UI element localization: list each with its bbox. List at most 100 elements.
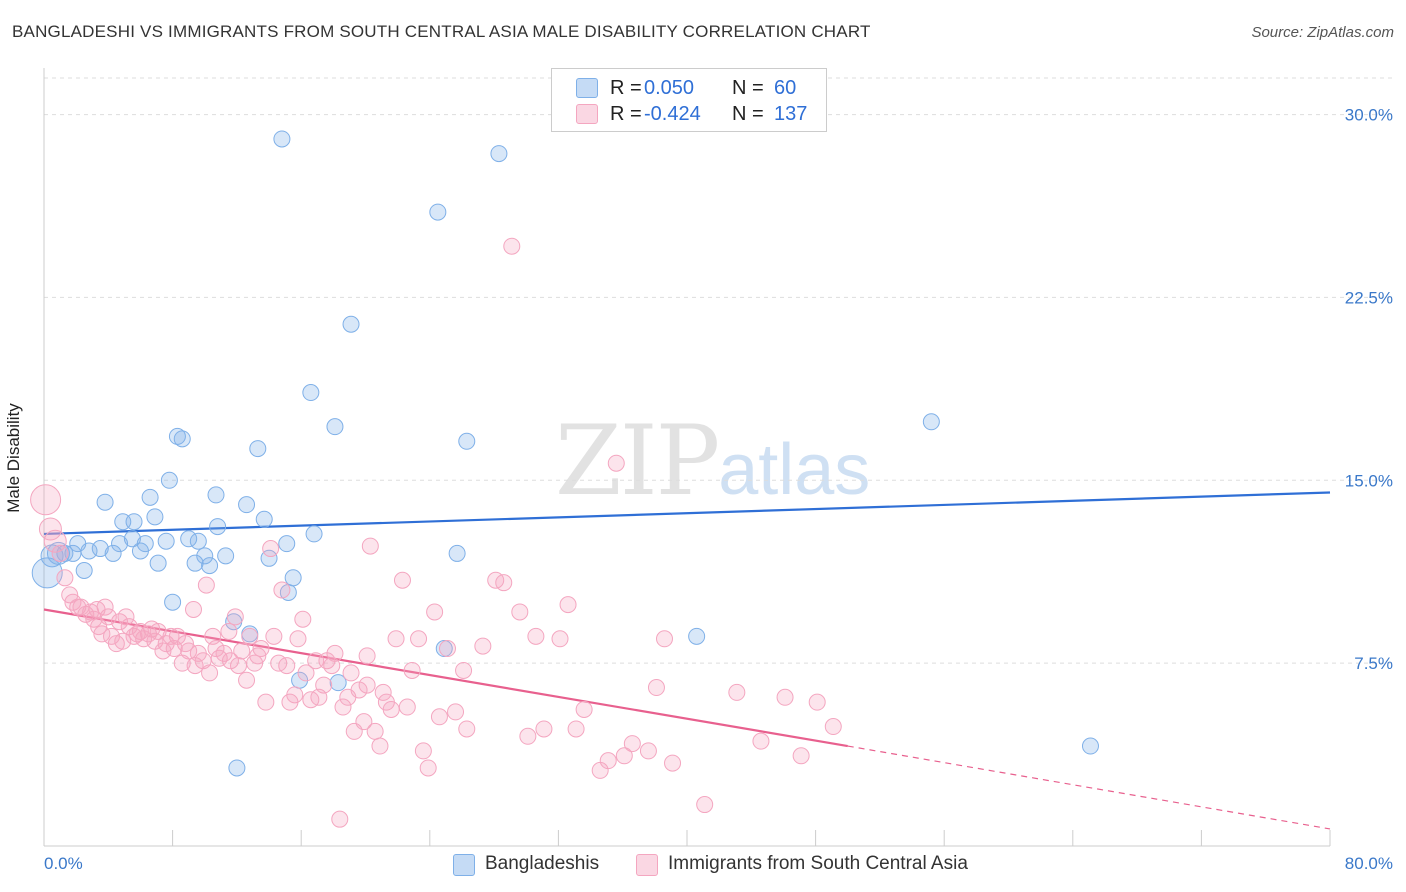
data-point <box>474 637 492 655</box>
x-tick-labels: 0.0% 80.0% <box>44 854 1393 873</box>
data-point <box>342 664 360 682</box>
data-point <box>279 583 297 601</box>
data-point <box>447 703 465 721</box>
data-point <box>922 413 940 431</box>
data-point <box>302 384 320 402</box>
chart-title: BANGLADESHI VS IMMIGRANTS FROM SOUTH CEN… <box>12 22 871 41</box>
data-point <box>51 544 69 562</box>
legend-label: Immigrants from South Central Asia <box>668 853 968 874</box>
data-point <box>358 676 376 694</box>
data-point <box>490 145 508 163</box>
data-point <box>438 640 456 658</box>
data-point <box>458 720 476 738</box>
data-point <box>278 535 296 553</box>
data-point <box>448 544 466 562</box>
data-point <box>149 622 167 640</box>
data-point <box>374 683 392 701</box>
data-point <box>495 574 513 592</box>
data-point <box>426 603 444 621</box>
data-point <box>350 681 368 699</box>
data-point <box>315 676 333 694</box>
data-point <box>342 315 360 333</box>
data-point <box>149 554 167 572</box>
data-point <box>220 622 238 640</box>
data-point <box>210 649 228 667</box>
series-1-points <box>30 237 842 828</box>
data-point <box>173 430 191 448</box>
data-point <box>238 671 256 689</box>
data-point <box>157 532 175 550</box>
data-point <box>366 722 384 740</box>
data-point <box>238 496 256 514</box>
data-point <box>139 625 157 643</box>
data-point <box>77 605 95 623</box>
axes <box>43 68 1331 847</box>
data-point <box>228 759 246 777</box>
trend-line-extension-series-1 <box>847 745 1331 830</box>
data-point <box>331 810 349 828</box>
legend-label: Bangladeshis <box>485 853 600 874</box>
data-point <box>96 493 114 511</box>
data-point <box>186 554 204 572</box>
data-point <box>792 747 810 765</box>
data-point <box>107 635 125 653</box>
data-point <box>201 664 219 682</box>
data-point <box>387 630 405 648</box>
data-point <box>180 642 198 660</box>
y-tick-label: 22.5% <box>1345 288 1393 307</box>
legend-row-bangladeshis: R = 0.050 N = 60 <box>552 75 826 101</box>
data-point <box>265 627 283 645</box>
data-point <box>623 735 641 753</box>
legend-swatch-bangladeshis <box>453 854 475 876</box>
data-point <box>286 686 304 704</box>
data-point <box>696 796 714 814</box>
legend-n-value: 60 <box>774 77 797 99</box>
data-point <box>64 593 82 611</box>
data-point <box>615 747 633 765</box>
y-axis-label: Male Disability <box>4 403 23 513</box>
data-point <box>599 752 617 770</box>
data-point <box>226 608 244 626</box>
data-point <box>284 569 302 587</box>
data-point <box>414 742 432 760</box>
data-point <box>56 569 74 587</box>
data-point <box>262 540 280 558</box>
data-point <box>215 644 233 662</box>
data-point <box>252 640 270 658</box>
data-point <box>221 652 239 670</box>
data-point <box>358 647 376 665</box>
data-point <box>808 693 826 711</box>
data-point <box>114 632 132 650</box>
data-point <box>728 683 746 701</box>
data-point <box>207 640 225 658</box>
legend-r-label: R = <box>610 77 642 99</box>
data-point <box>180 530 198 548</box>
data-point <box>241 627 259 645</box>
data-point <box>257 693 275 711</box>
data-point <box>196 547 214 565</box>
data-point <box>168 427 186 445</box>
legend-swatch-bangladeshis <box>576 78 598 98</box>
data-point <box>535 720 553 738</box>
source-credit: Source: ZipAtlas.com <box>1251 24 1394 41</box>
data-point <box>294 610 312 628</box>
data-point <box>398 698 416 716</box>
data-point <box>688 627 706 645</box>
data-point <box>297 664 315 682</box>
data-point <box>99 608 117 626</box>
legend-n-label: N = <box>732 77 764 99</box>
data-point <box>334 698 352 716</box>
trend-line-series-0 <box>43 491 1331 536</box>
grid-lines <box>44 77 1392 664</box>
data-point <box>184 601 202 619</box>
data-point <box>559 596 577 614</box>
data-point <box>519 727 537 745</box>
data-point <box>393 571 411 589</box>
data-point <box>125 513 143 531</box>
data-point <box>326 644 344 662</box>
x-tick-label: 0.0% <box>44 854 83 873</box>
data-point <box>230 657 248 675</box>
data-point <box>43 529 67 553</box>
y-tick-label: 15.0% <box>1345 471 1393 490</box>
